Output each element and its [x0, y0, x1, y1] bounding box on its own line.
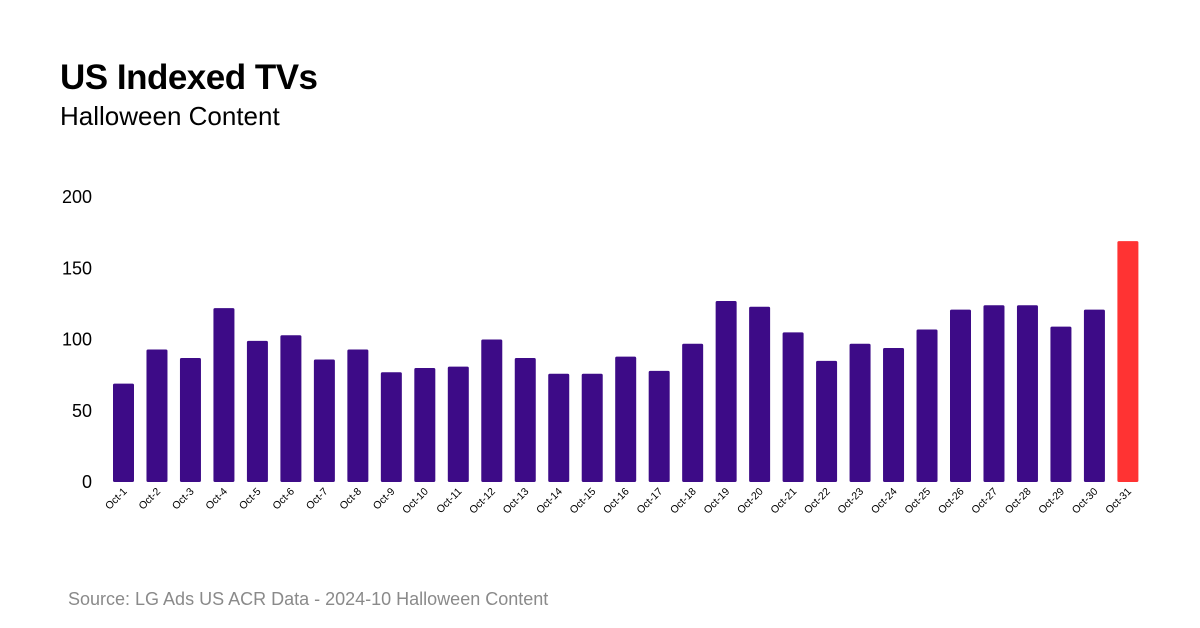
bar-oct-9 — [380, 372, 402, 482]
bar-oct-11 — [447, 366, 469, 482]
x-tick-label: Oct-13 — [501, 486, 532, 517]
x-tick-label: Oct-1 — [103, 486, 130, 513]
bar-oct-10 — [414, 368, 436, 482]
x-tick-label: Oct-17 — [635, 486, 666, 517]
x-tick-label: Oct-26 — [936, 486, 967, 517]
bar-oct-20 — [749, 306, 771, 482]
x-tick-label: Oct-30 — [1070, 486, 1101, 517]
bar-oct-24 — [883, 348, 905, 482]
bar-oct-28 — [1016, 305, 1038, 482]
bar-oct-26 — [950, 309, 971, 482]
x-tick-label: Oct-3 — [170, 486, 197, 513]
bar-oct-5 — [246, 340, 268, 482]
source-note: Source: LG Ads US ACR Data - 2024-10 Hal… — [68, 589, 549, 609]
x-tick-label: Oct-12 — [467, 486, 498, 517]
bar-oct-12 — [481, 339, 503, 482]
bar-oct-30 — [1083, 309, 1105, 482]
x-tick-label: Oct-20 — [735, 486, 766, 517]
bar-oct-19 — [715, 301, 737, 482]
bar-oct-13 — [514, 358, 536, 482]
x-tick-label: Oct-9 — [371, 486, 398, 513]
x-tick-label: Oct-27 — [969, 486, 1000, 517]
y-tick-label: 0 — [82, 472, 92, 492]
y-tick-label: 200 — [62, 187, 92, 207]
bar-oct-31 — [1117, 241, 1139, 482]
bar-oct-7 — [313, 359, 335, 482]
y-tick-label: 100 — [62, 330, 92, 350]
x-tick-label: Oct-11 — [434, 486, 464, 516]
x-tick-label: Oct-24 — [869, 486, 900, 517]
x-tick-label: Oct-28 — [1003, 486, 1034, 517]
chart-subtitle: Halloween Content — [60, 101, 280, 131]
x-tick-label: Oct-19 — [701, 486, 732, 517]
x-tick-label: Oct-4 — [203, 486, 230, 513]
x-tick-label: Oct-23 — [835, 486, 866, 517]
x-tick-label: Oct-2 — [136, 486, 163, 513]
bar-oct-29 — [1050, 326, 1072, 482]
bar-oct-3 — [179, 358, 201, 482]
bar-oct-17 — [648, 370, 670, 482]
x-tick-label: Oct-29 — [1036, 486, 1067, 517]
x-tick-label: Oct-25 — [902, 486, 933, 517]
bar-oct-1 — [113, 383, 134, 482]
x-tick-label: Oct-31 — [1103, 486, 1134, 517]
x-tick-label: Oct-7 — [304, 486, 331, 513]
bar-oct-8 — [347, 349, 369, 482]
chart-title: US Indexed TVs — [60, 58, 318, 97]
x-tick-label: Oct-5 — [237, 486, 264, 513]
x-tick-label: Oct-6 — [270, 486, 297, 513]
bar-oct-14 — [548, 373, 570, 482]
y-tick-label: 50 — [72, 401, 92, 421]
bar-oct-4 — [213, 308, 235, 482]
bar-oct-6 — [280, 335, 302, 482]
x-tick-label: Oct-15 — [568, 486, 599, 517]
bar-oct-18 — [682, 343, 704, 482]
x-tick-label: Oct-8 — [337, 486, 364, 513]
x-tick-label: Oct-22 — [802, 486, 833, 517]
bar-oct-2 — [146, 349, 168, 482]
x-tick-label: Oct-10 — [400, 486, 431, 517]
x-tick-label: Oct-14 — [534, 486, 565, 517]
bar-oct-25 — [916, 329, 938, 482]
bar-oct-16 — [615, 356, 637, 482]
x-tick-label: Oct-18 — [668, 486, 699, 517]
bar-oct-22 — [816, 360, 838, 482]
y-tick-label: 150 — [62, 258, 92, 278]
bar-oct-27 — [983, 305, 1005, 482]
bar-oct-23 — [849, 343, 871, 482]
bar-oct-21 — [782, 332, 804, 482]
bar-oct-15 — [581, 373, 603, 482]
x-tick-label: Oct-16 — [601, 486, 632, 517]
x-tick-label: Oct-21 — [768, 486, 799, 517]
